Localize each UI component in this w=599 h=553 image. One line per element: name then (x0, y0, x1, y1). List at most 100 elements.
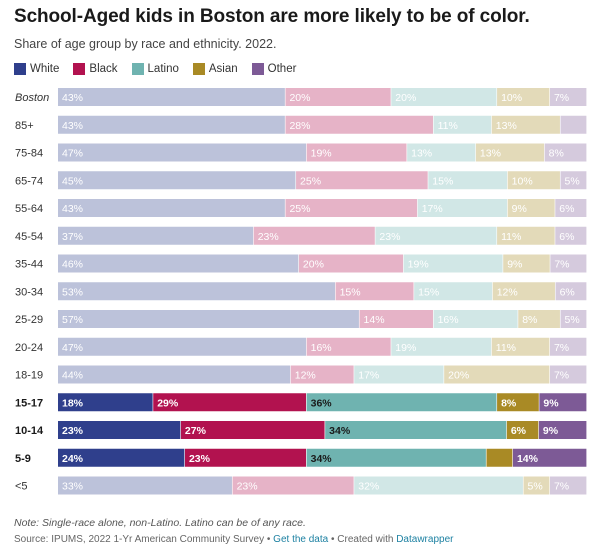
data-label: 15% (432, 175, 453, 187)
bar-segment-white (58, 88, 285, 106)
bar-segment-black (184, 448, 307, 467)
bar-segment-latino (391, 337, 492, 356)
data-label: 10% (512, 175, 533, 187)
chart-legend: White Black Latino Asian Other (14, 63, 310, 75)
data-label: 5% (528, 481, 543, 493)
bar-segment-latino (433, 115, 492, 134)
data-label: 8% (501, 397, 517, 409)
data-label: 23% (237, 481, 258, 493)
legend-item-white: White (14, 63, 59, 75)
data-label: 20% (303, 259, 324, 271)
bar-segment-other (539, 393, 587, 412)
data-label: 34% (311, 453, 333, 465)
bar-segment-asian (491, 115, 560, 134)
data-label: 14% (517, 453, 539, 465)
bar-segment-other (555, 282, 587, 301)
data-label: 7% (554, 92, 569, 104)
bar-segment-black (285, 88, 391, 106)
row-label: <5 (15, 481, 28, 493)
bar-segment-other (549, 88, 587, 106)
legend-swatch-latino (131, 63, 144, 75)
data-label: 24% (62, 453, 84, 465)
data-label: 43% (62, 92, 83, 104)
bar-segment-black (153, 393, 307, 412)
row-label: Boston (15, 92, 49, 104)
bar-segment-white (58, 393, 153, 412)
data-label: 25% (289, 203, 310, 215)
bar-segment-latino (433, 310, 518, 328)
bar-segment-other (560, 115, 587, 134)
bar-segment-white (58, 476, 232, 495)
data-label: 17% (358, 370, 379, 382)
bar-segment-other (560, 310, 587, 328)
data-label: 5% (565, 314, 580, 326)
bar-segment-black (232, 476, 354, 495)
data-label: 19% (408, 259, 429, 271)
bar-segment-asian (518, 310, 560, 328)
data-label: 20% (395, 92, 416, 104)
bar-segment-asian (497, 88, 550, 106)
bar-segment-asian (491, 337, 550, 356)
bar-segment-black (298, 254, 404, 273)
source-separator: • (266, 534, 271, 545)
bar-segment-black (285, 115, 433, 134)
bar-segment-latino (325, 421, 507, 439)
data-label: 23% (258, 231, 279, 243)
legend-label: White (30, 63, 60, 75)
chart-source: Source: IPUMS, 2022 1-Yr American Commun… (14, 534, 453, 545)
row-label: 35-44 (15, 259, 43, 271)
data-label: 15% (418, 286, 439, 298)
bar-segment-asian (475, 143, 545, 162)
data-label: 7% (554, 370, 569, 382)
data-label: 57% (62, 314, 83, 326)
data-label: 14% (364, 314, 385, 326)
chart-note: Note: Single-race alone, non-Latino. Lat… (14, 517, 306, 529)
data-label: 27% (185, 425, 207, 437)
legend-swatch-other (251, 63, 264, 75)
data-label: 36% (311, 397, 333, 409)
data-label: 10% (501, 92, 522, 104)
data-label: 37% (62, 231, 83, 243)
row-label: 15-17 (15, 397, 43, 409)
bar-segment-asian (507, 199, 555, 217)
get-the-data-link[interactable]: Get the data (273, 534, 329, 545)
data-label: 23% (189, 453, 211, 465)
row-label: 25-29 (15, 314, 43, 326)
bar-segment-asian (506, 421, 539, 439)
data-label: 8% (522, 314, 537, 326)
data-label: 16% (311, 342, 332, 354)
data-label: 28% (289, 120, 310, 132)
data-label: 13% (411, 148, 432, 160)
bar-segment-white (58, 171, 296, 190)
bar-segment-white (58, 254, 299, 273)
bar-segment-black (290, 365, 354, 384)
bar-segment-latino (391, 88, 497, 106)
row-label: 85+ (15, 120, 34, 132)
data-label: 11% (496, 342, 516, 354)
data-label: 53% (62, 286, 83, 298)
bar-segment-other (549, 476, 587, 495)
data-label: 6% (559, 203, 574, 215)
row-label: 55-64 (15, 203, 43, 215)
legend-swatch-white (14, 63, 26, 75)
legend-label: Latino (147, 63, 179, 75)
bar-segment-white (58, 143, 307, 162)
data-label: 8% (549, 148, 564, 160)
bar-segment-other (550, 254, 587, 273)
datawrapper-link[interactable]: Datawrapper (396, 534, 454, 545)
row-label: 20-24 (15, 342, 43, 354)
data-label: 32% (358, 481, 379, 493)
data-label: 9% (512, 203, 527, 215)
data-label: 44% (62, 370, 83, 382)
source-text: Source: IPUMS, 2022 1-Yr American Commun… (14, 534, 265, 545)
legend-swatch-asian (192, 63, 205, 75)
bar-segment-black (296, 171, 428, 190)
data-label: 23% (379, 231, 400, 243)
bar-segment-other (544, 143, 587, 162)
bar-segment-latino (354, 365, 444, 384)
bar-segment-other (549, 365, 587, 384)
data-label: 7% (554, 481, 569, 493)
data-label: 19% (395, 342, 416, 354)
row-label: 5-9 (15, 453, 31, 465)
bar-segment-latino (306, 448, 486, 467)
